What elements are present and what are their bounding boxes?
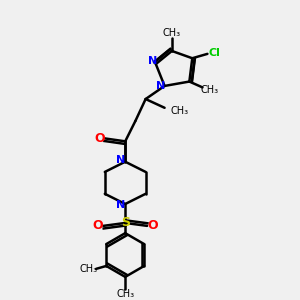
Text: N: N xyxy=(156,81,165,91)
Text: O: O xyxy=(92,219,103,232)
Text: CH₃: CH₃ xyxy=(80,264,98,274)
Text: O: O xyxy=(94,132,105,145)
Text: S: S xyxy=(121,217,130,230)
Text: CH₃: CH₃ xyxy=(171,106,189,116)
Text: Cl: Cl xyxy=(208,48,220,58)
Text: N: N xyxy=(116,200,125,211)
Text: CH₃: CH₃ xyxy=(200,85,218,95)
Text: CH₃: CH₃ xyxy=(163,28,181,38)
Text: O: O xyxy=(148,219,158,232)
Text: CH₃: CH₃ xyxy=(116,289,134,299)
Text: N: N xyxy=(116,155,125,165)
Text: N: N xyxy=(148,56,157,66)
